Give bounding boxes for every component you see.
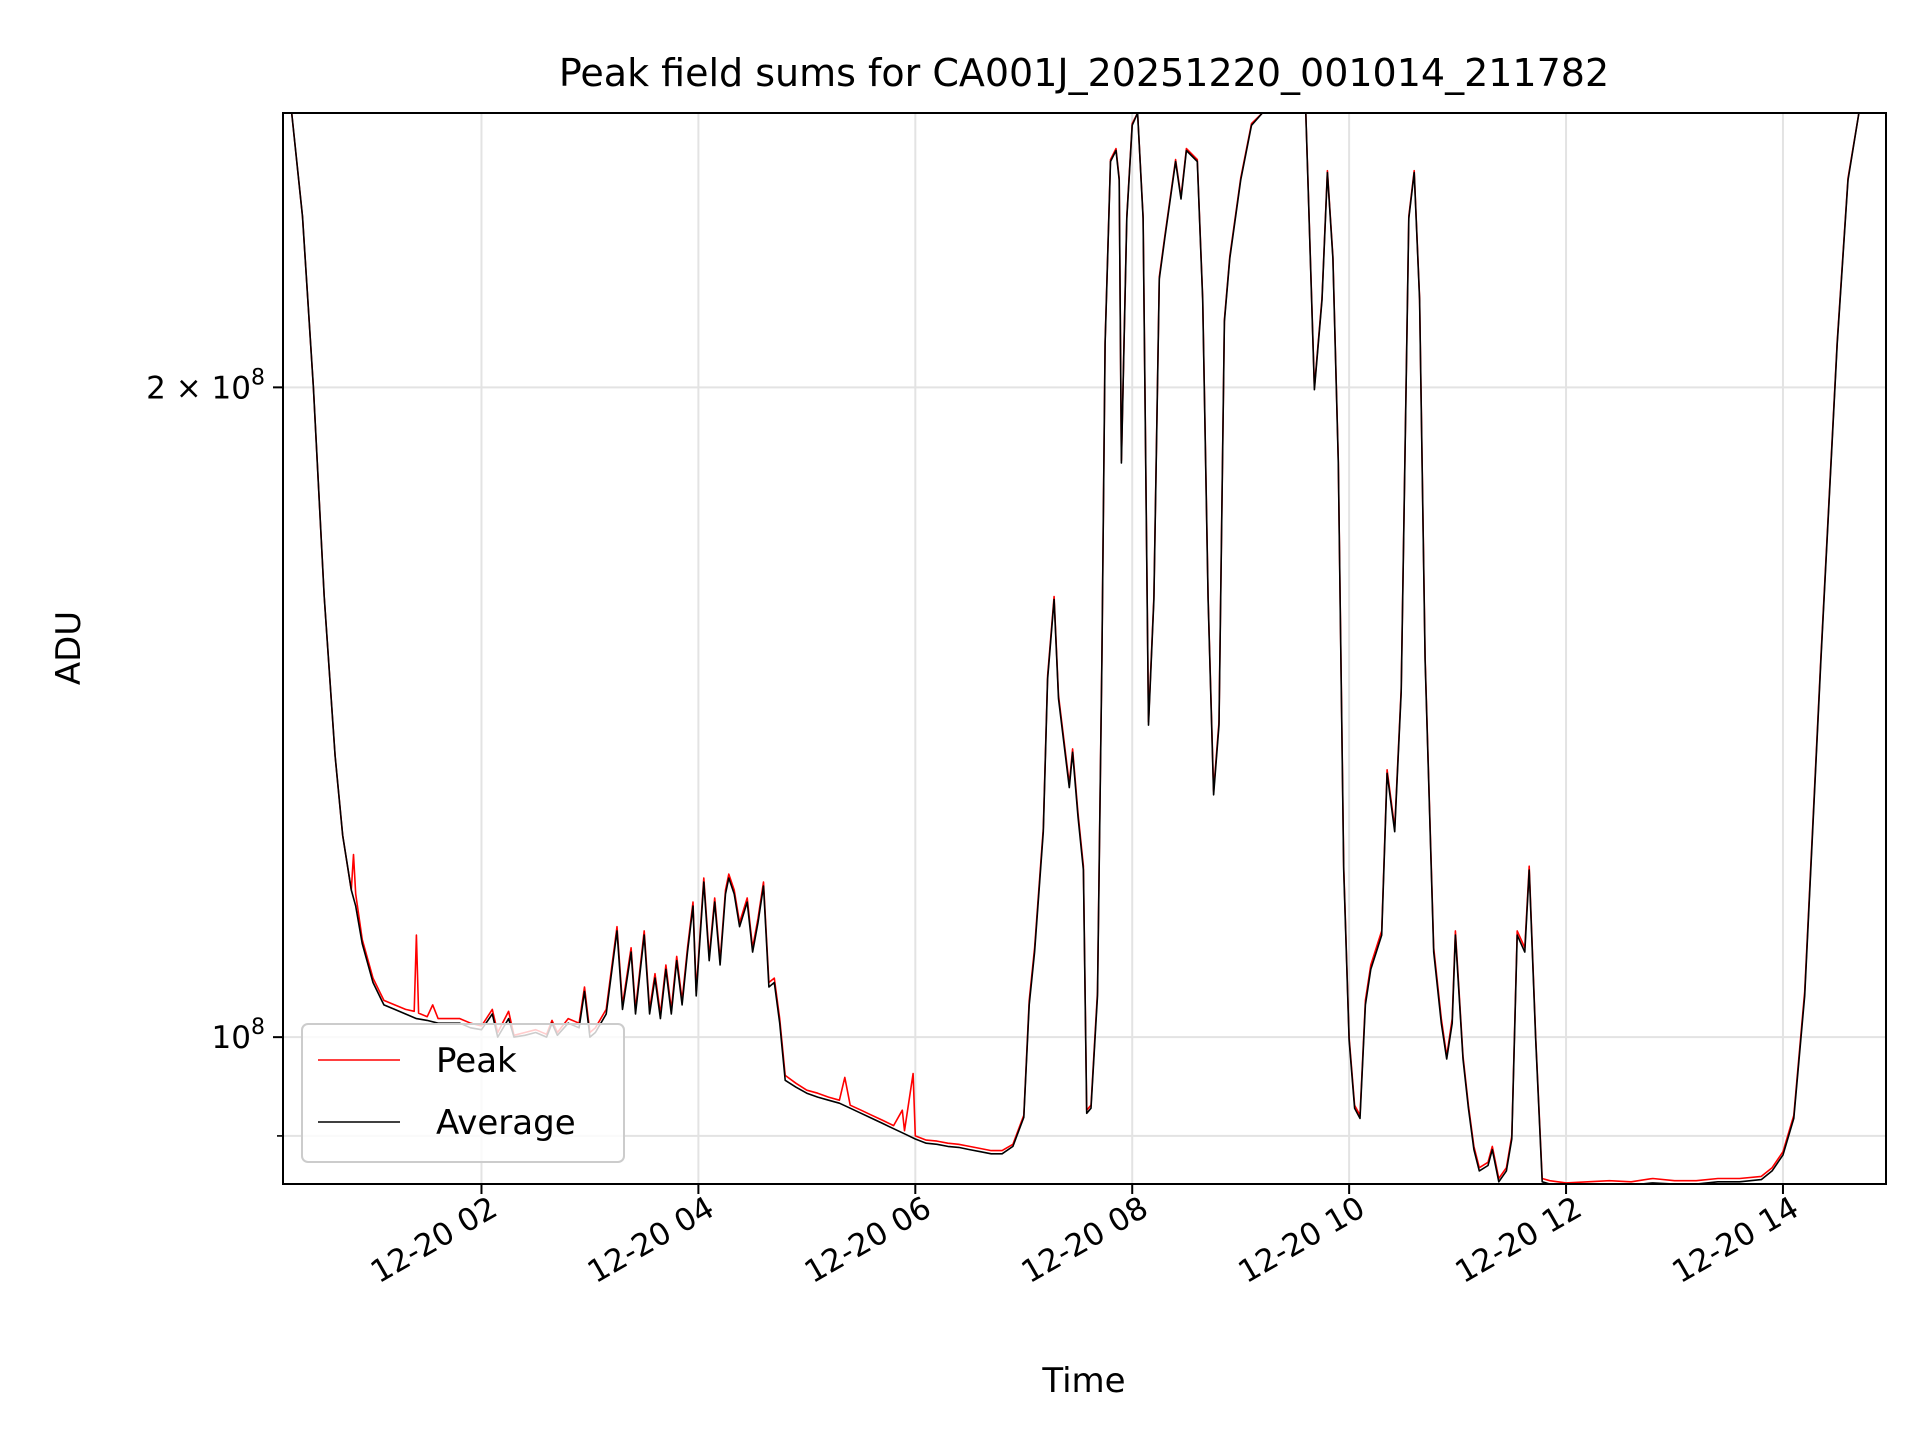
legend-label-average: Average [436,1103,576,1143]
plot-frame [282,112,1887,1185]
grid [283,113,1886,1184]
x-axis-label: Time [1041,1361,1125,1401]
y-tick-label: 2 × 108 [146,365,265,406]
legend-box [301,1023,625,1163]
y-axis: 108 2 × 108 [146,365,283,1137]
y-axis-label: ADU [49,611,89,685]
legend: Peak Average [301,1023,625,1163]
series-line-average [283,113,1886,1184]
legend-label-peak: Peak [436,1041,517,1081]
y-tick-label: 108 [212,1015,265,1056]
chart-title: Peak field sums for CA001J_20251220_0010… [559,51,1609,95]
